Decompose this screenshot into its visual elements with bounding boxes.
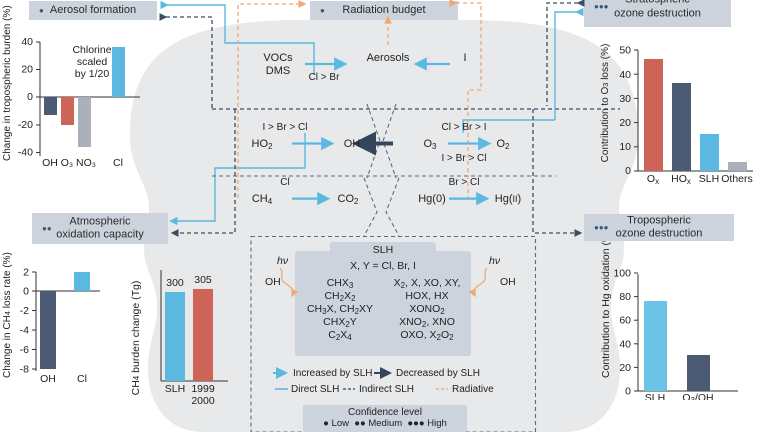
svg-text:40: 40: [21, 36, 33, 48]
svg-text:-4: -4: [20, 325, 29, 337]
svg-text:O3/OH: O3/OH: [682, 392, 713, 400]
svg-text:by 1/20: by 1/20: [75, 68, 110, 80]
svg-text:-6: -6: [20, 344, 29, 356]
svg-text:-8: -8: [20, 364, 29, 376]
svg-text:SLH: SLH: [699, 173, 719, 185]
svg-text:Chlorine: Chlorine: [72, 44, 111, 56]
svg-text:300: 300: [166, 277, 184, 289]
svg-text:80: 80: [619, 291, 631, 303]
svg-text:Cl: Cl: [77, 373, 87, 385]
svg-text:0: 0: [23, 286, 29, 298]
svg-text:60: 60: [619, 315, 631, 327]
svg-text:0: 0: [27, 91, 33, 103]
svg-text:OH: OH: [42, 157, 58, 168]
svg-text:Others: Others: [721, 173, 753, 185]
svg-text:2000: 2000: [191, 395, 215, 407]
svg-text:305: 305: [194, 274, 212, 286]
svg-text:40: 40: [619, 338, 631, 350]
svg-text:2: 2: [23, 268, 29, 279]
svg-text:O₃: O₃: [61, 157, 73, 168]
svg-text:20: 20: [21, 64, 33, 76]
svg-text:-20: -20: [18, 119, 33, 131]
svg-text:40: 40: [619, 69, 631, 81]
svg-text:SLH: SLH: [165, 383, 185, 395]
svg-text:0: 0: [625, 165, 631, 177]
svg-text:20: 20: [619, 117, 631, 129]
svg-text:-2: -2: [20, 305, 29, 317]
svg-text:30: 30: [619, 93, 631, 105]
svg-text:100: 100: [613, 268, 631, 280]
svg-text:scaled: scaled: [77, 56, 108, 68]
svg-text:0: 0: [625, 386, 631, 398]
svg-text:Cl: Cl: [113, 157, 123, 168]
svg-text:SLH: SLH: [645, 392, 665, 400]
svg-text:OH: OH: [40, 373, 56, 385]
svg-text:-40: -40: [18, 147, 33, 159]
svg-text:1999: 1999: [191, 383, 215, 395]
svg-text:NO₃: NO₃: [76, 157, 96, 168]
svg-text:10: 10: [619, 141, 631, 153]
svg-text:HOx: HOx: [671, 173, 691, 186]
svg-text:50: 50: [619, 45, 631, 57]
svg-text:20: 20: [619, 362, 631, 374]
svg-text:Ox: Ox: [647, 173, 659, 186]
